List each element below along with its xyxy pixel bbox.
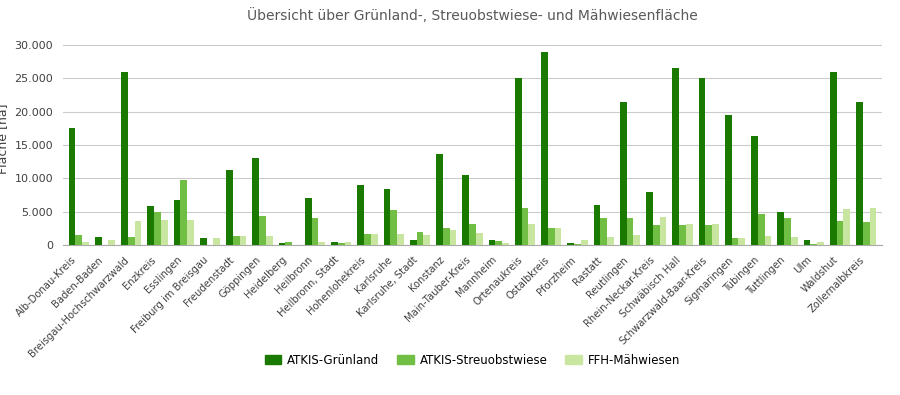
Bar bbox=[154, 212, 161, 245]
Bar bbox=[338, 243, 345, 245]
Bar bbox=[502, 243, 509, 245]
Bar bbox=[784, 218, 791, 245]
Bar bbox=[626, 218, 634, 245]
Bar bbox=[239, 236, 247, 245]
Bar bbox=[180, 180, 187, 245]
Bar bbox=[469, 224, 476, 245]
Bar bbox=[652, 225, 660, 245]
Bar bbox=[226, 169, 233, 245]
Bar bbox=[443, 228, 450, 245]
Bar bbox=[738, 237, 745, 245]
Bar bbox=[187, 220, 194, 245]
Bar bbox=[383, 189, 391, 245]
Bar bbox=[593, 205, 600, 245]
Bar bbox=[804, 239, 810, 245]
Bar bbox=[837, 221, 843, 245]
Bar bbox=[128, 237, 135, 245]
Bar bbox=[200, 238, 207, 245]
Bar bbox=[174, 200, 180, 245]
Bar bbox=[620, 102, 626, 245]
Bar bbox=[417, 231, 423, 245]
Bar bbox=[863, 222, 869, 245]
Bar bbox=[810, 244, 817, 245]
Bar bbox=[548, 228, 554, 245]
Bar bbox=[856, 102, 863, 245]
Bar bbox=[278, 243, 285, 245]
Bar bbox=[817, 242, 824, 245]
Bar bbox=[371, 233, 378, 245]
Bar bbox=[76, 235, 82, 245]
Bar bbox=[252, 158, 259, 245]
Bar bbox=[724, 115, 732, 245]
Bar bbox=[233, 235, 239, 245]
Bar bbox=[82, 242, 89, 245]
Bar bbox=[791, 237, 797, 245]
Bar bbox=[489, 240, 495, 245]
Bar bbox=[778, 212, 784, 245]
Bar bbox=[319, 242, 325, 245]
Bar bbox=[476, 233, 482, 245]
Bar bbox=[706, 225, 712, 245]
Bar bbox=[680, 225, 686, 245]
Bar bbox=[345, 242, 352, 245]
Bar bbox=[364, 233, 371, 245]
Legend: ATKIS-Grünland, ATKIS-Streuobstwiese, FFH-Mähwiesen: ATKIS-Grünland, ATKIS-Streuobstwiese, FF… bbox=[260, 349, 685, 371]
Bar bbox=[515, 78, 522, 245]
Bar bbox=[121, 71, 128, 245]
Bar bbox=[450, 230, 456, 245]
Bar bbox=[463, 175, 469, 245]
Bar bbox=[634, 235, 640, 245]
Bar bbox=[830, 71, 837, 245]
Bar bbox=[331, 242, 338, 245]
Bar bbox=[686, 224, 693, 245]
Bar bbox=[843, 209, 850, 245]
Bar bbox=[660, 217, 667, 245]
Bar bbox=[436, 154, 443, 245]
Bar bbox=[391, 210, 397, 245]
Title: Übersicht über Grünland-, Streuobstwiese- und Mähwiesenfläche: Übersicht über Grünland-, Streuobstwiese… bbox=[248, 9, 698, 23]
Bar bbox=[213, 237, 220, 245]
Bar bbox=[410, 239, 417, 245]
Bar bbox=[672, 68, 680, 245]
Bar bbox=[423, 235, 430, 245]
Bar bbox=[397, 233, 404, 245]
Bar bbox=[108, 239, 115, 245]
Bar bbox=[528, 224, 536, 245]
Bar bbox=[869, 208, 877, 245]
Bar bbox=[554, 228, 562, 245]
Bar bbox=[732, 237, 738, 245]
Bar bbox=[148, 206, 154, 245]
Bar bbox=[765, 236, 771, 245]
Bar bbox=[698, 78, 706, 245]
Bar bbox=[541, 52, 548, 245]
Bar bbox=[94, 237, 102, 245]
Bar bbox=[311, 218, 319, 245]
Bar bbox=[580, 240, 588, 245]
Bar bbox=[285, 242, 292, 245]
Bar bbox=[646, 192, 652, 245]
Bar bbox=[161, 220, 167, 245]
Bar bbox=[266, 235, 273, 245]
Bar bbox=[712, 224, 719, 245]
Bar bbox=[135, 221, 141, 245]
Bar bbox=[574, 244, 580, 245]
Bar bbox=[357, 185, 364, 245]
Bar bbox=[305, 198, 311, 245]
Bar bbox=[600, 218, 608, 245]
Bar bbox=[567, 243, 574, 245]
Bar bbox=[68, 128, 76, 245]
Bar bbox=[608, 237, 614, 245]
Bar bbox=[751, 136, 758, 245]
Bar bbox=[495, 241, 502, 245]
Bar bbox=[522, 208, 528, 245]
Bar bbox=[259, 216, 266, 245]
Bar bbox=[758, 214, 765, 245]
Y-axis label: Fläche [ha]: Fläche [ha] bbox=[0, 103, 9, 173]
